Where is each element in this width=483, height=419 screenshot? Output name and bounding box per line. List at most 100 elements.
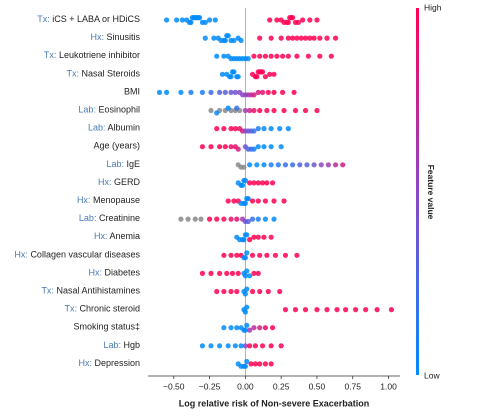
dot [231,69,237,75]
feature-prefix: Tx: [37,14,50,24]
dot [282,162,289,168]
dot [255,234,261,240]
feature-label: Hx: Menopause [77,195,140,205]
dot [318,162,324,168]
dot [295,19,301,25]
dot [325,162,332,168]
dot [241,164,247,170]
dot [261,126,267,132]
dot [294,53,300,59]
feature-name: Albumin [107,123,140,133]
dot [251,92,257,98]
dot [285,19,291,25]
feature-label: Lab: Hgb [103,340,140,350]
dot [216,343,223,349]
dot [235,146,241,152]
dot [202,19,208,25]
feature-label: Hx: Collagen vascular diseases [14,250,140,260]
feature-label: Tx: Leukotriene inhibitor [44,51,140,61]
dot [244,358,250,365]
dot [244,286,250,292]
dot [211,35,217,41]
x-tick-label: −0.50 [163,381,185,391]
dot [208,107,214,114]
dot [225,198,231,204]
dot [259,89,266,95]
dot [221,53,227,59]
dot [199,343,206,349]
dot [282,252,289,258]
feature-label: Hx: Sinusitis [90,32,140,42]
dot [208,270,214,276]
dot [239,182,246,188]
colorbar [416,8,419,375]
dot [247,180,253,186]
feature-name: BMI [124,87,140,97]
feature-label: Lab: Creatinine [79,213,140,223]
dot [242,291,248,297]
dot [199,144,206,150]
dot [257,35,263,41]
dot [228,288,234,295]
dot [255,198,261,204]
dot [242,200,248,206]
dot [271,71,277,77]
dot [251,128,257,134]
feature-label: Lab: Eosinophil [78,105,140,115]
dot [164,89,170,95]
dot [264,107,270,114]
dot [268,234,274,240]
dot [221,216,227,222]
dot [244,232,250,238]
dot [206,17,213,23]
dot [164,17,170,23]
dot [297,162,303,168]
dot [219,71,226,77]
dot [340,162,346,168]
dot [251,234,257,240]
dot [324,35,330,41]
dot [225,343,231,349]
feature-prefix: Hx: [98,177,112,187]
dot [206,216,213,222]
feature-prefix: Tx: [44,51,57,61]
dot [248,361,254,367]
dot [285,126,291,132]
dot [198,216,204,222]
dot [234,105,240,111]
colorbar-low: Low [424,370,440,380]
dot [278,35,284,41]
dot [214,126,220,132]
x-tick-label: 0.00 [237,381,254,391]
dot [247,343,253,349]
dot [290,162,296,168]
dot [188,19,194,25]
dot [232,126,238,132]
feature-label: Hx: Anemia [94,232,140,242]
dot [262,53,269,59]
dot [268,144,274,150]
dot [208,343,214,349]
dot [247,327,253,333]
dot [290,35,296,41]
dot [264,180,270,186]
feature-label: Lab: IgE [106,159,140,169]
dot [268,126,274,132]
dot [251,146,257,152]
dot [261,234,267,240]
dot [178,89,184,95]
dot [255,270,261,276]
dot [228,74,234,80]
feature-name: Anemia [109,232,140,242]
feature-label: Lab: Albumin [88,123,140,133]
dot [245,56,251,62]
dot [214,110,220,116]
dot [281,107,287,114]
feature-name: Nasal Steroids [81,69,140,79]
dot [353,307,359,313]
dot [268,35,274,41]
feature-name: Collagen vascular diseases [30,250,140,260]
dot [247,273,253,279]
feature-label: Tx: Nasal Steroids [66,69,140,79]
